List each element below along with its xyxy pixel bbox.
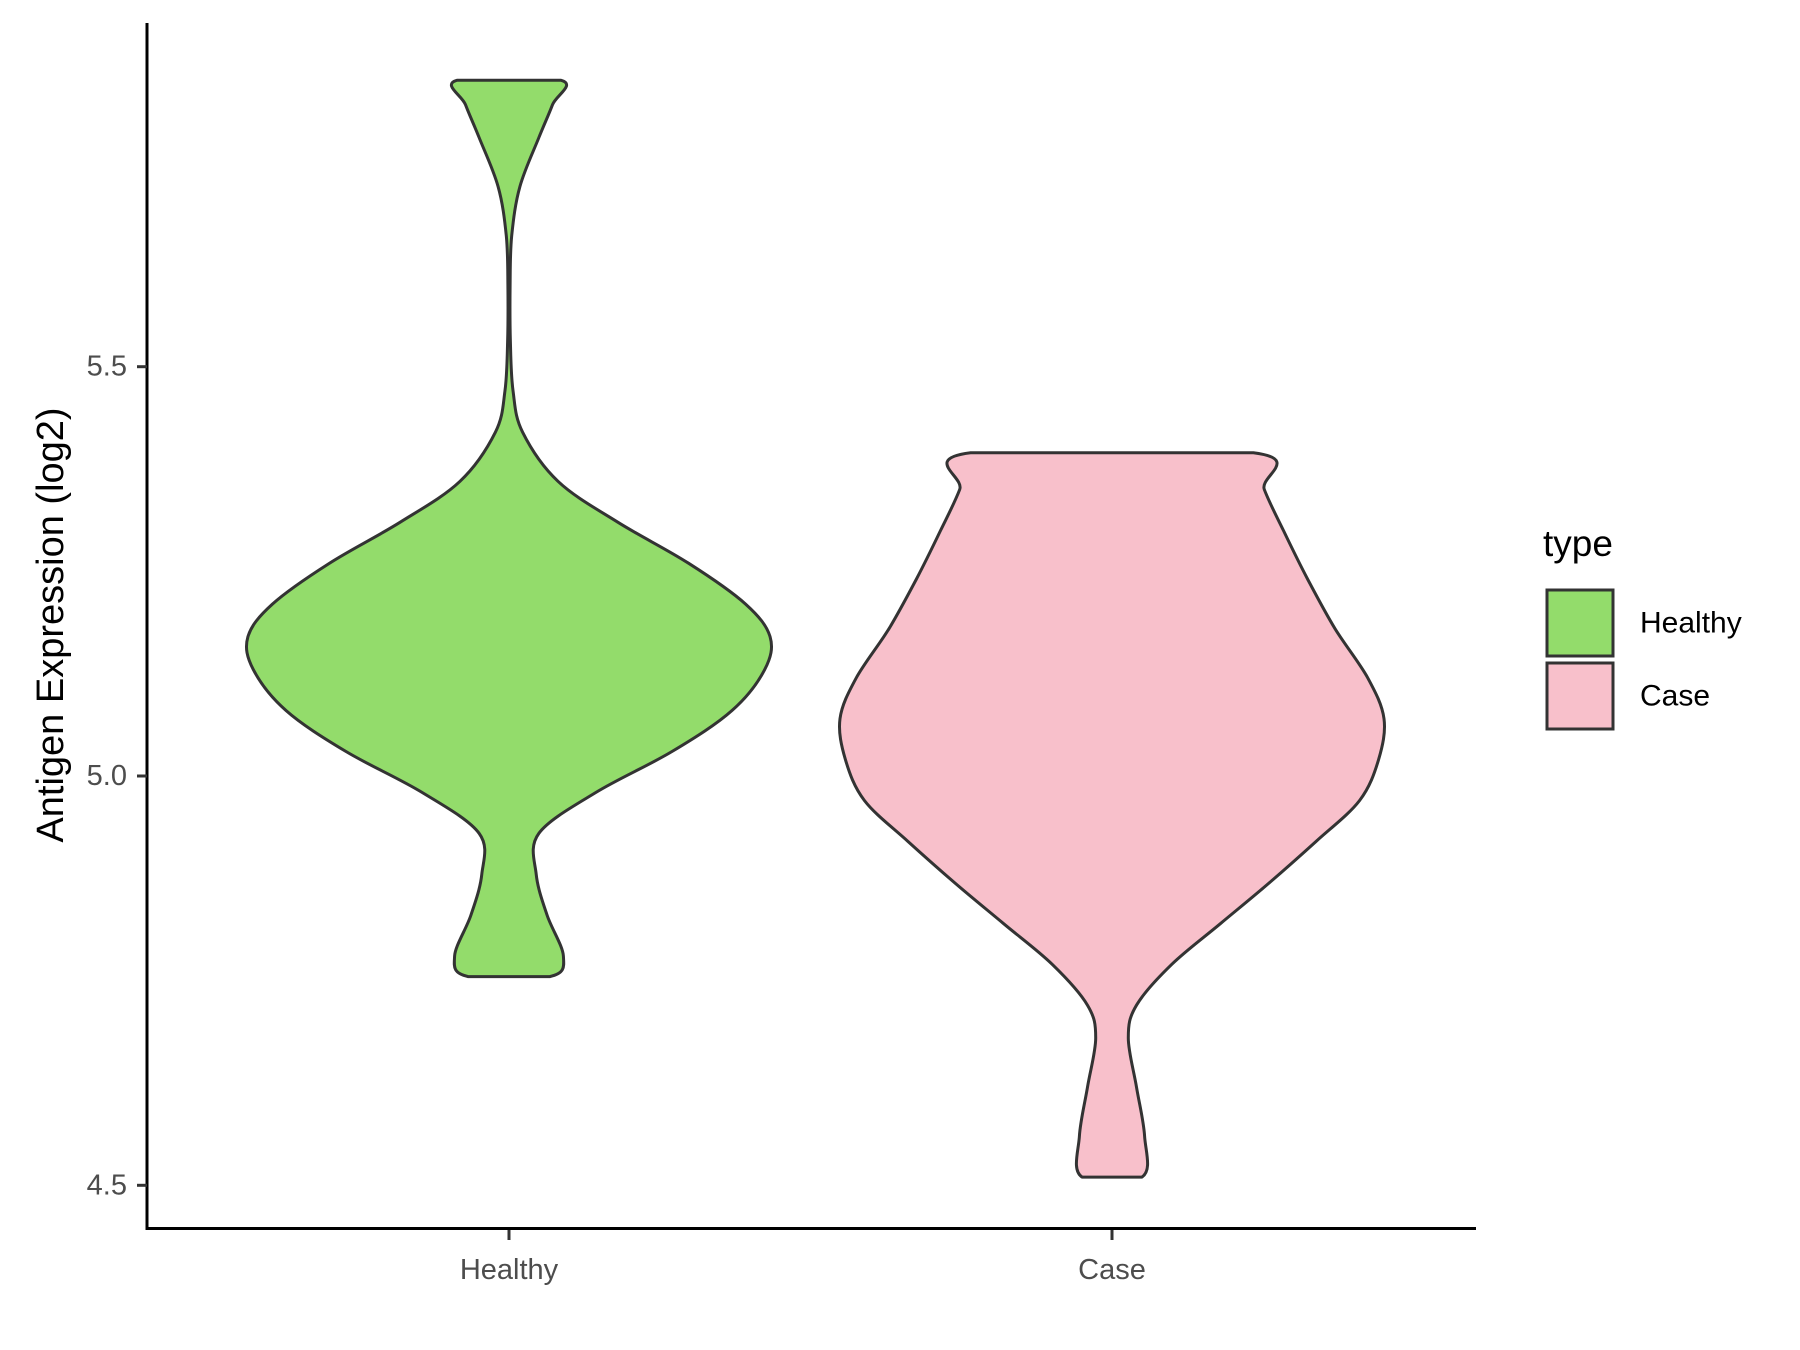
y-tick-label: 5.5 — [87, 351, 127, 383]
legend-label-healthy: Healthy — [1640, 607, 1742, 640]
y-ticks: 4.5 5.0 5.5 — [87, 351, 147, 1201]
x-ticks: Healthy Case — [460, 1230, 1146, 1286]
legend-label-case: Case — [1640, 680, 1710, 713]
legend: type Healthy Case — [1543, 523, 1742, 731]
legend-title: type — [1543, 523, 1613, 564]
violin-case — [838, 451, 1386, 1179]
violin-healthy — [245, 78, 773, 979]
x-tick-label-healthy: Healthy — [460, 1254, 559, 1286]
y-axis-title: Antigen Expression (log2) — [30, 407, 72, 842]
legend-key-healthy — [1545, 588, 1615, 658]
legend-key-case — [1545, 661, 1615, 731]
y-tick-label: 5.0 — [87, 760, 127, 792]
x-tick-label-case: Case — [1078, 1254, 1146, 1286]
legend-items: Healthy Case — [1545, 588, 1742, 731]
y-tick-label: 4.5 — [87, 1169, 127, 1201]
violin-layer — [245, 78, 1386, 1179]
